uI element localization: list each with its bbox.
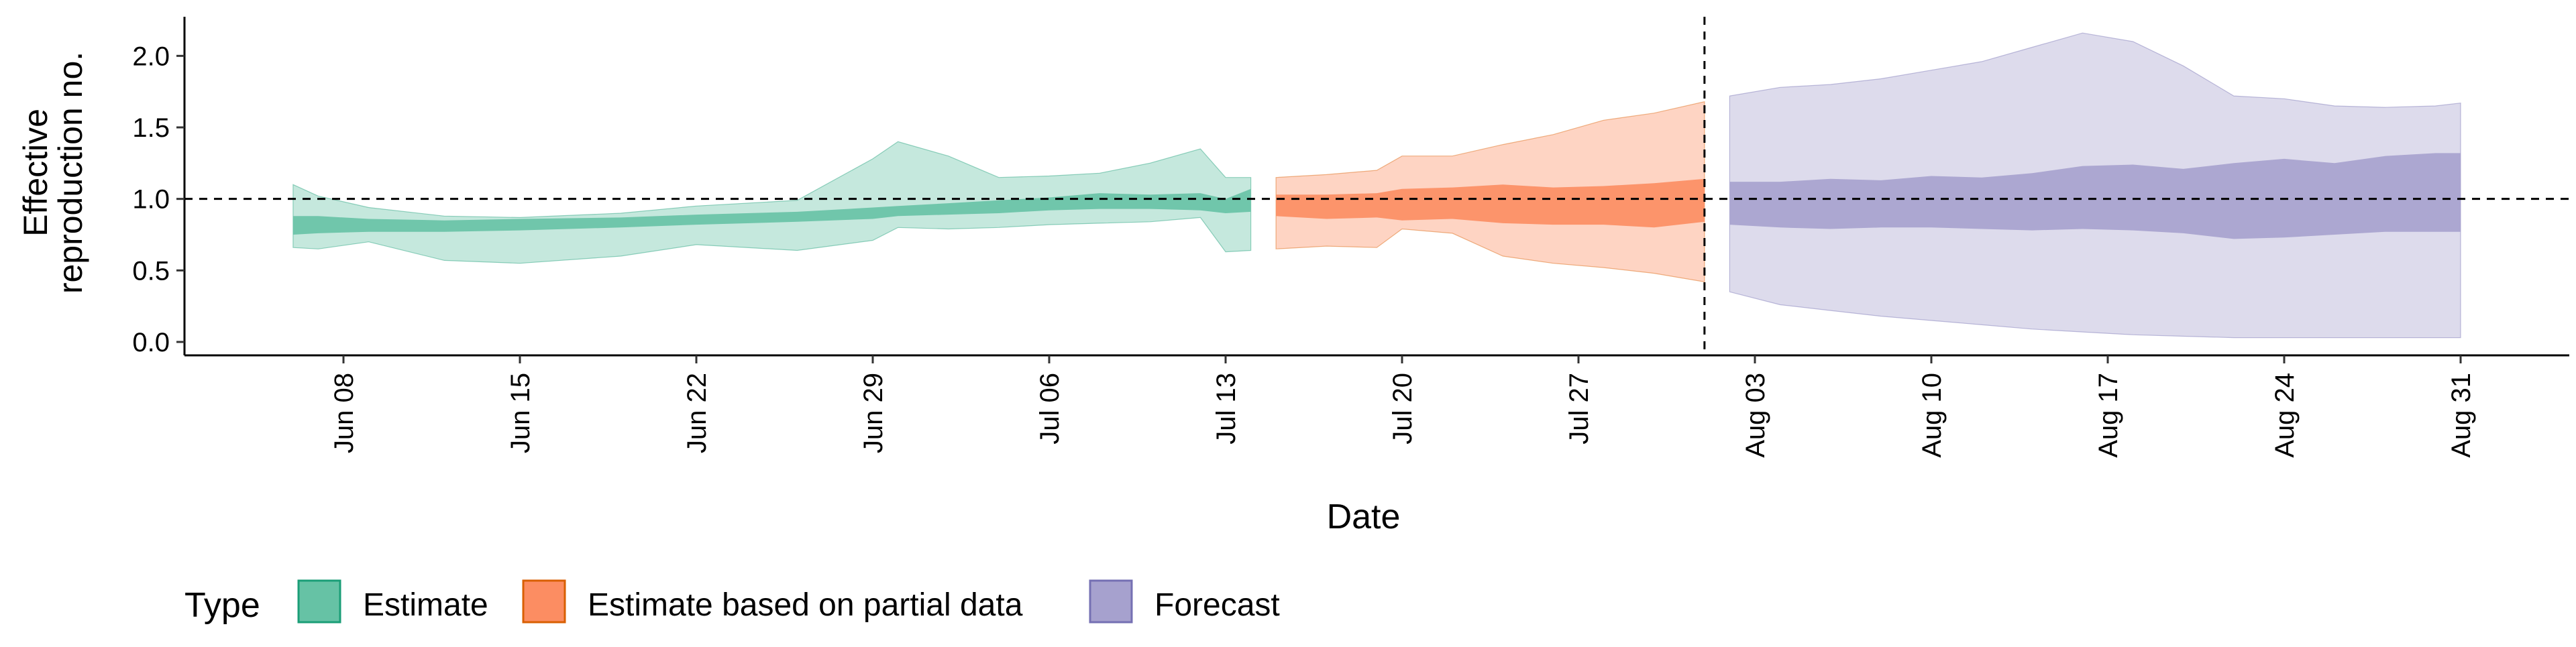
x-tick-label: Aug 10 [1917,373,1947,458]
x-tick-label: Aug 24 [2270,373,2300,458]
x-tick-label: Jul 27 [1564,373,1594,445]
y-tick-label: 0.5 [132,256,170,286]
x-tick-label: Jun 22 [682,373,712,453]
y-tick-label: 0.0 [132,328,170,357]
legend-items: Estimate Estimate based on partial data Fo… [297,579,1280,624]
y-axis-label-line-2: reproduction no. [52,52,89,294]
legend-title: Type [184,586,260,625]
x-tick-label: Jun 29 [859,373,888,453]
x-tick-label: Jul 13 [1212,373,1241,445]
x-tick-label: Aug 03 [1741,373,1770,458]
y-tick-label: 1.5 [132,113,170,143]
x-ticks: Jun 08 Jun 15 Jun 22 Jun 29 Jul 06 Jul 13 Jul … [329,355,2476,458]
y-ticks: 0.0 0.5 1.0 1.5 2.0 [132,42,184,357]
reference-lines [184,17,2569,355]
series-0-outer-band [292,141,1252,264]
legend-swatch-2 [1089,579,1133,624]
series-1-inner-band [1276,178,1705,228]
x-tick-label: Aug 17 [2094,373,2123,458]
x-tick-label: Jun 08 [329,373,359,453]
series-0-inner-band [292,188,1251,235]
legend: Type Estimate Estimate based on partial d… [184,579,1280,625]
series-2-inner-band [1729,153,2461,239]
legend-swatch-0 [297,579,341,624]
y-tick-label: 2.0 [132,42,170,71]
legend-label-0: Estimate [363,587,488,623]
axes: 0.0 0.5 1.0 1.5 2.0 Jun 08 Jun 15 Jun 22 Jun 29… [132,17,2569,458]
x-axis-label: Date [1327,497,1401,536]
legend-swatch-1 [522,579,566,624]
x-tick-label: Jul 06 [1035,373,1065,445]
x-tick-label: Jun 15 [506,373,535,453]
x-tick-label: Aug 31 [2447,373,2476,458]
y-tick-label: 1.0 [132,185,170,215]
legend-label-2: Forecast [1155,587,1280,623]
x-tick-label: Jul 20 [1388,373,1417,445]
legend-label-1: Estimate based on partial data [588,587,1023,623]
chart-bands [292,32,2461,339]
y-axis-label-line-1: Effective [17,109,54,237]
